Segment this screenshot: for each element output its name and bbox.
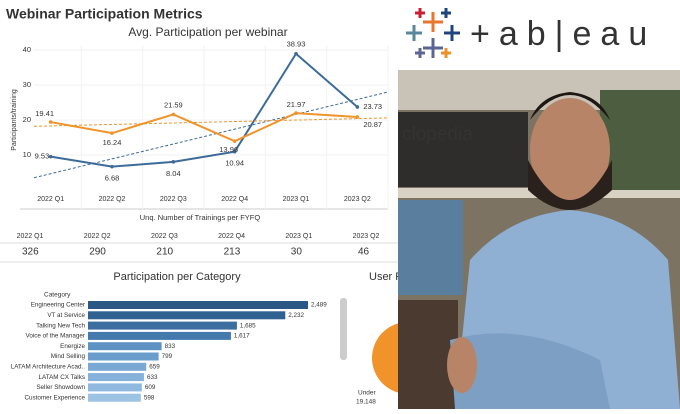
line-title: Avg. Participation per webinar <box>128 25 287 39</box>
bar <box>88 331 231 340</box>
trend-line <box>33 117 389 127</box>
table-header: 2022 Q3 <box>151 233 178 240</box>
dashboard-title: Webinar Participation Metrics <box>6 6 203 22</box>
point <box>48 120 53 124</box>
point <box>110 131 114 135</box>
table-header: 2023 Q1 <box>285 233 312 240</box>
data-label: 6.68 <box>105 174 120 183</box>
point <box>110 164 114 169</box>
series-line <box>50 112 358 143</box>
value-label: 2,489 <box>311 302 327 309</box>
value-label: 1,685 <box>240 322 256 329</box>
value-label: 598 <box>144 394 155 401</box>
table-header: 2022 Q2 <box>84 233 111 240</box>
category-label: VT at Service <box>47 312 85 319</box>
category-label: Talking New Tech <box>36 322 85 329</box>
bar <box>88 393 141 402</box>
point <box>355 105 360 109</box>
photo <box>398 70 680 409</box>
table-value: 210 <box>156 247 173 258</box>
logo-text: +ab|eau <box>470 15 656 53</box>
point <box>232 149 237 154</box>
point <box>232 139 237 143</box>
data-label: 13.96 <box>219 145 238 154</box>
point <box>294 111 298 115</box>
value-label: 833 <box>165 343 176 350</box>
table-title: Unq. Number of Trainings per FYFQ <box>140 213 261 222</box>
x-tick-label: 2022 Q2 <box>99 196 126 203</box>
table-header: 2022 Q1 <box>17 233 44 240</box>
data-label: 38.93 <box>287 40 306 49</box>
table-value: 213 <box>224 247 241 258</box>
table-value: 30 <box>291 247 303 258</box>
value-label: 633 <box>147 374 158 381</box>
category-label: Mind Selling <box>51 353 86 360</box>
y-tick-label: 30 <box>23 80 31 89</box>
data-label: 19.41 <box>35 109 54 118</box>
series-line <box>50 52 358 168</box>
data-label: 8.04 <box>166 169 181 178</box>
table-value: 326 <box>22 247 39 258</box>
pie-label: 19,148 <box>356 399 376 406</box>
user-panel-title: User P <box>369 271 403 283</box>
point <box>355 115 360 119</box>
category-label: Voice of the Manager <box>25 333 85 340</box>
photo-text: clopedia <box>402 124 473 145</box>
category-label: LATAM Architecture Acad.. <box>11 363 86 370</box>
x-tick-label: 2023 Q1 <box>283 196 310 203</box>
data-label: 16.24 <box>103 138 122 147</box>
y-axis-label: Participants/training <box>11 89 18 151</box>
value-label: 799 <box>162 353 173 360</box>
point <box>294 51 298 56</box>
bar <box>88 373 144 382</box>
point <box>171 112 176 117</box>
category-label: Customer Experience <box>24 394 85 401</box>
category-header: Category <box>44 292 71 299</box>
y-tick-label: 20 <box>23 115 31 124</box>
data-label: 10.94 <box>225 159 244 168</box>
data-label: 21.59 <box>164 100 183 109</box>
value-label: 659 <box>149 363 160 370</box>
category-label: Engineering Center <box>31 302 85 309</box>
category-label: Seller Showdown <box>36 384 85 391</box>
bar <box>88 311 286 320</box>
bar <box>88 383 142 392</box>
bar <box>88 352 159 361</box>
x-tick-label: 2022 Q4 <box>221 196 248 203</box>
data-label: 20.87 <box>363 120 382 129</box>
point <box>48 154 53 159</box>
value-label: 1,617 <box>234 333 250 340</box>
category-label: LATAM CX Talks <box>38 374 85 381</box>
x-tick-label: 2022 Q3 <box>160 196 187 203</box>
table-header: 2023 Q2 <box>353 233 380 240</box>
bar <box>88 301 308 309</box>
value-label: 609 <box>145 384 156 391</box>
bar <box>88 321 237 330</box>
table-header: 2022 Q4 <box>218 233 245 240</box>
x-tick-label: 2022 Q1 <box>37 196 64 203</box>
data-label: 23.73 <box>363 102 382 111</box>
value-label: 2,232 <box>288 312 304 319</box>
scrollbar[interactable] <box>340 298 347 360</box>
y-tick-label: 10 <box>23 150 31 159</box>
bar <box>88 342 162 351</box>
y-tick-label: 40 <box>23 45 31 54</box>
logo-icon <box>406 8 460 58</box>
bar <box>88 362 147 371</box>
category-label: Energize <box>60 343 85 350</box>
data-label: 21.97 <box>287 100 306 109</box>
x-tick-label: 2023 Q2 <box>344 196 371 203</box>
pie-slice <box>372 323 398 393</box>
table-value: 46 <box>358 247 370 258</box>
pie-label: Under <box>358 390 377 397</box>
data-label: 9.53 <box>35 152 50 161</box>
point <box>171 160 176 164</box>
bar-title: Participation per Category <box>113 271 241 283</box>
table-value: 290 <box>89 247 106 258</box>
